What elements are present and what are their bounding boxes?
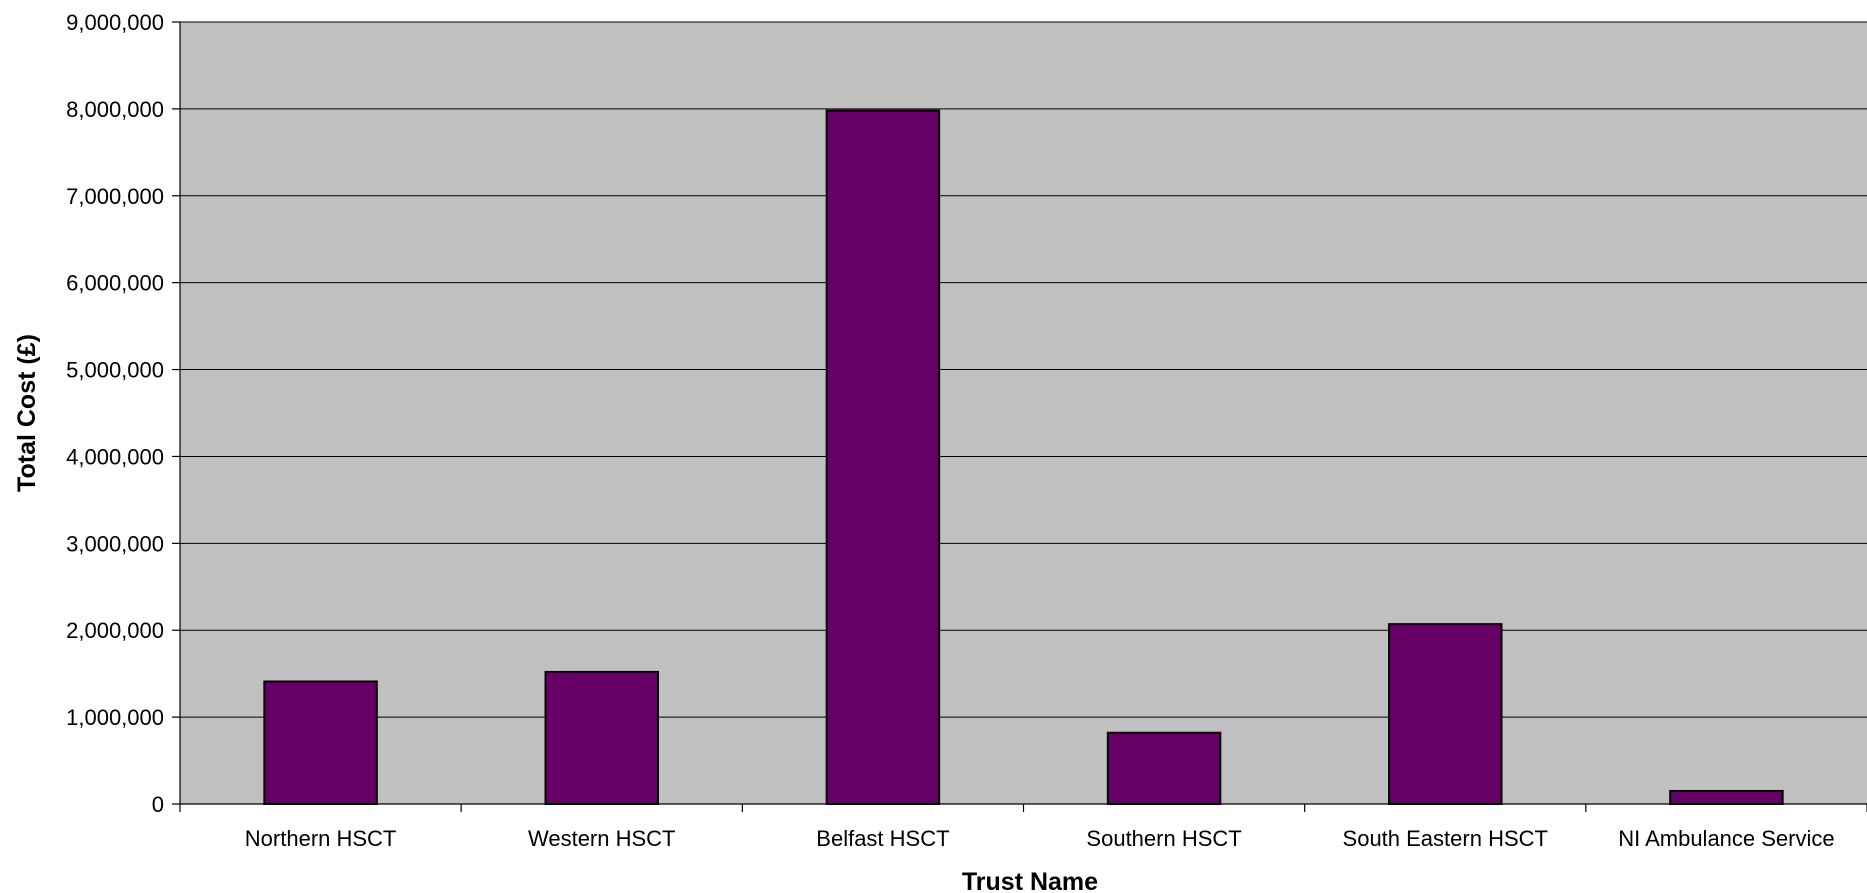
y-ticks: 0 1,000,000 2,000,000 3,000,000 4,000,000 5,0… [66,10,180,817]
y-axis-title: Total Cost (£) [13,334,41,492]
y-tick-label: 6,000,000 [66,271,164,296]
x-tick-label: Belfast HSCT [816,826,949,851]
y-tick-label: 5,000,000 [66,358,164,383]
y-tick-label: 9,000,000 [66,10,164,35]
x-tick-label: Western HSCT [528,826,676,851]
x-tick-label: South Eastern HSCT [1343,826,1548,851]
x-axis-title: Trust Name [962,868,1098,893]
x-tick-label: Northern HSCT [245,826,397,851]
gridlines [180,21,1867,718]
bar [263,680,378,806]
y-tick-label: 0 [152,792,164,817]
y-tick-label: 4,000,000 [66,444,164,469]
y-tick-label: 8,000,000 [66,97,164,122]
bar [544,670,659,805]
x-tick-label: NI Ambulance Service [1618,826,1834,851]
bar [1388,623,1503,806]
y-tick-label: 3,000,000 [66,531,164,556]
x-ticks: Northern HSCT Western HSCT Belfast HSCT Sou… [179,804,1867,851]
y-tick-label: 7,000,000 [66,184,164,209]
bar [1106,731,1222,805]
x-tick-label: Southern HSCT [1086,826,1241,851]
bar [825,109,941,806]
y-tick-label: 1,000,000 [66,705,164,730]
plot-area [180,22,1867,804]
bars [263,109,1784,806]
bar [1669,789,1784,806]
y-tick-label: 2,000,000 [66,618,164,643]
